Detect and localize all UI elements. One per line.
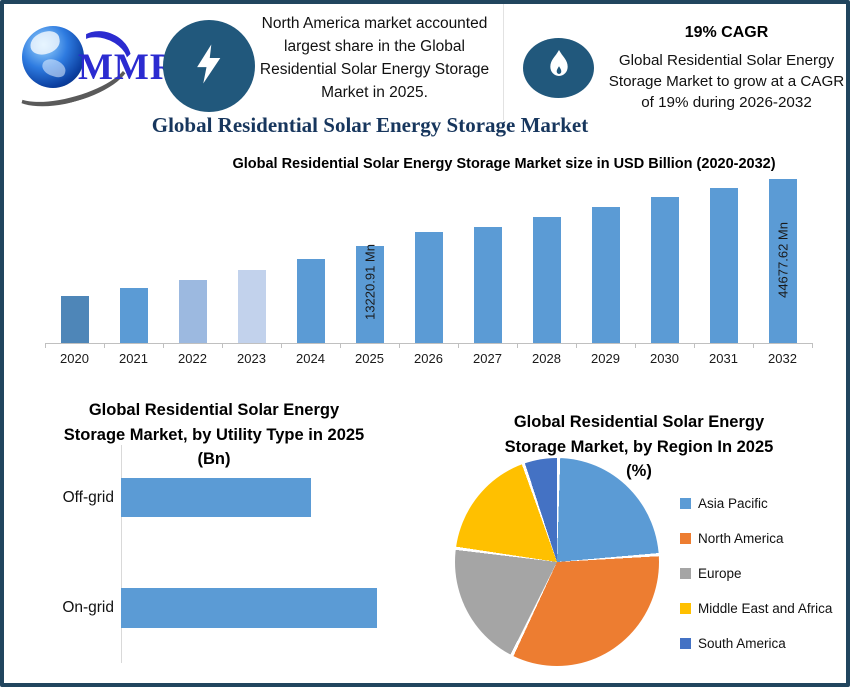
utility-title-line3: (Bn) — [197, 450, 231, 468]
bar-slot — [517, 175, 576, 343]
annual-xaxis-line — [45, 343, 813, 344]
utility-chart-title: Global Residential Solar Energy Storage … — [34, 398, 394, 472]
bar-slot — [222, 175, 281, 343]
bar-slot — [45, 175, 104, 343]
left-callout-text: North America market accounted largest s… — [259, 15, 490, 101]
lightning-bolt-icon — [186, 41, 232, 92]
region-title-line3: (%) — [626, 462, 652, 480]
legend-item: Europe — [680, 556, 832, 591]
xaxis-year-label: 2024 — [296, 351, 325, 366]
legend-label: North America — [698, 531, 784, 546]
xaxis-year-label: 2020 — [60, 351, 89, 366]
legend-swatch — [680, 533, 691, 544]
bar-slot — [635, 175, 694, 343]
bar-2031 — [709, 188, 738, 343]
legend-label: Middle East and Africa — [698, 601, 833, 616]
utility-bar — [121, 588, 377, 628]
bar-2020 — [60, 296, 89, 343]
utility-bar — [121, 478, 311, 517]
xaxis-year-label: 2026 — [414, 351, 443, 366]
annual-bars: 13220.91 Mn 44677.62 Mn — [45, 175, 812, 343]
region-title-line1: Global Residential Solar Energy — [513, 413, 765, 431]
bar-slot — [104, 175, 163, 343]
xaxis-year-label: 2023 — [237, 351, 266, 366]
flame-icon — [543, 48, 575, 89]
annual-xaxis-labels: 2020 2021 2022 2023 2024 2025 2026 2027 2028 2029… — [45, 351, 812, 366]
region-legend: Asia Pacific North America Europe Middle Ea… — [680, 486, 832, 661]
header-divider — [503, 4, 504, 120]
bar-2022 — [178, 280, 207, 343]
bar-slot — [576, 175, 635, 343]
cagr-heading: 19% CAGR — [684, 24, 769, 41]
legend-swatch — [680, 568, 691, 579]
utility-row: Off-grid — [18, 478, 311, 517]
xaxis-year-label: 2028 — [532, 351, 561, 366]
legend-swatch — [680, 498, 691, 509]
flame-badge — [523, 38, 594, 98]
xaxis-year-label: 2030 — [650, 351, 679, 366]
utility-title-line2: Storage Market, by Utility Type in 2025 — [63, 425, 365, 444]
bar-2021 — [119, 288, 148, 343]
bar-slot: 13220.91 Mn — [340, 175, 399, 343]
xaxis-year-label: 2032 — [768, 351, 797, 366]
bar-value-label: 44677.62 Mn — [775, 222, 790, 298]
bar-2028 — [532, 217, 561, 343]
main-title: Global Residential Solar Energy Storage … — [151, 113, 589, 137]
bar-2030 — [650, 197, 679, 343]
utility-title-line1: Global Residential Solar Energy — [88, 401, 340, 419]
legend-item: Asia Pacific — [680, 486, 832, 521]
cagr-text: Global Residential Solar Energy Storage … — [608, 52, 845, 111]
xaxis-year-label: 2022 — [178, 351, 207, 366]
utility-row-label: Off-grid — [62, 488, 114, 506]
region-title-line2: Storage Market, by Region In 2025 — [504, 437, 774, 456]
annual-xaxis-ticks — [45, 344, 813, 348]
bar-slot — [458, 175, 517, 343]
lightning-badge — [163, 20, 255, 112]
bar-2024 — [296, 259, 325, 343]
legend-swatch — [680, 638, 691, 649]
bar-2026 — [414, 232, 443, 343]
xaxis-year-label: 2029 — [591, 351, 620, 366]
legend-label: Europe — [698, 566, 742, 581]
legend-label: Asia Pacific — [698, 496, 768, 511]
bar-2023 — [237, 270, 266, 343]
utility-row: On-grid — [18, 588, 377, 628]
xaxis-year-label: 2027 — [473, 351, 502, 366]
legend-item: Middle East and Africa — [680, 591, 832, 626]
bar-slot — [399, 175, 458, 343]
bar-2025 — [355, 246, 384, 343]
legend-item: South America — [680, 626, 832, 661]
mmr-logo: MMR — [4, 10, 177, 119]
legend-item: North America — [680, 521, 832, 556]
legend-label: South America — [698, 636, 786, 651]
bar-slot: 44677.62 Mn — [753, 175, 812, 343]
globe-icon — [22, 26, 84, 88]
legend-swatch — [680, 603, 691, 614]
utility-row-label: On-grid — [62, 599, 114, 616]
bar-2027 — [473, 227, 502, 343]
bar-slot — [163, 175, 222, 343]
xaxis-year-label: 2025 — [355, 351, 384, 366]
region-chart-title: Global Residential Solar Energy Storage … — [454, 410, 824, 484]
xaxis-year-label: 2021 — [119, 351, 148, 366]
region-pie — [455, 458, 659, 666]
bar-value-label: 13220.91 Mn — [362, 244, 377, 320]
bar-slot — [281, 175, 340, 343]
bar-2032 — [768, 179, 797, 343]
annual-chart-title: Global Residential Solar Energy Storage … — [232, 156, 776, 172]
logo-text: MMR — [78, 47, 178, 88]
cagr-callout: 19% CAGR Global Residential Solar Energy… — [604, 24, 846, 113]
bar-slot — [694, 175, 753, 343]
xaxis-year-label: 2031 — [709, 351, 738, 366]
utility-yaxis-line — [121, 445, 122, 663]
bar-2029 — [591, 207, 620, 343]
